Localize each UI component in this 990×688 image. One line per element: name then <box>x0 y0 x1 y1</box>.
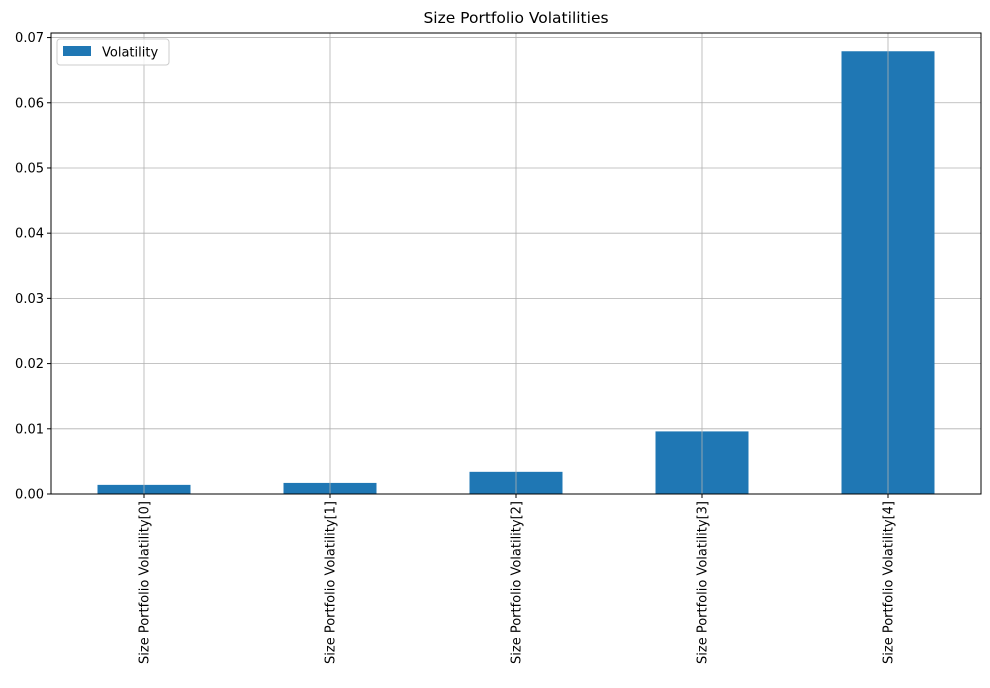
x-tick-label: Size Portfolio Volatility[4] <box>882 501 897 664</box>
y-tick-label: 0.03 <box>15 292 44 307</box>
legend-label: Volatility <box>102 46 158 61</box>
y-tick-label: 0.00 <box>15 488 44 503</box>
y-tick-label: 0.07 <box>15 31 44 46</box>
chart-title: Size Portfolio Volatilities <box>423 9 608 27</box>
x-axis: Size Portfolio Volatility[0] Size Portfol… <box>138 494 897 664</box>
y-tick-label: 0.06 <box>15 96 44 111</box>
y-tick-label: 0.01 <box>15 422 44 437</box>
vertical-grid <box>143 33 889 494</box>
y-tick-label: 0.02 <box>15 357 44 372</box>
legend-box <box>56 38 170 66</box>
y-tick-label: 0.04 <box>15 227 44 242</box>
x-tick-label: Size Portfolio Volatility[2] <box>510 501 525 664</box>
x-tick-label: Size Portfolio Volatility[3] <box>696 501 711 664</box>
legend: Volatility <box>56 38 170 66</box>
y-tick-label: 0.05 <box>15 161 44 176</box>
legend-swatch <box>63 46 91 56</box>
x-tick-label: Size Portfolio Volatility[1] <box>324 501 339 664</box>
x-tick-label: Size Portfolio Volatility[0] <box>138 501 153 664</box>
y-axis: 0.00 0.01 0.02 0.03 0.04 0.05 0.06 0.07 <box>15 31 51 503</box>
